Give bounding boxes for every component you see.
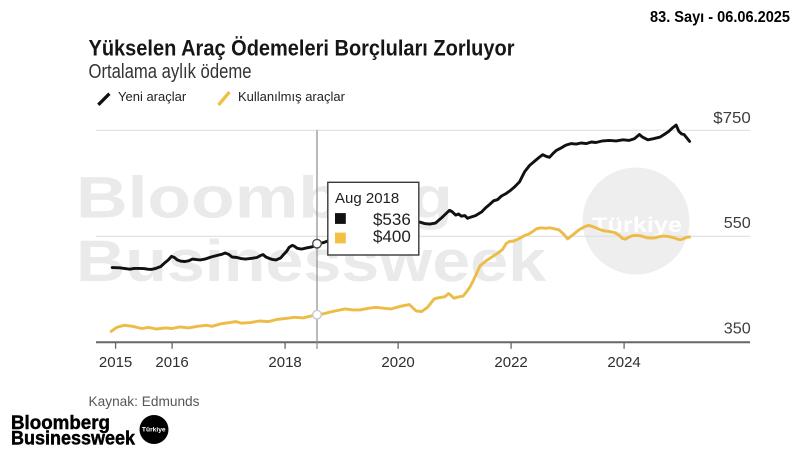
- svg-text:2020: 2020: [381, 354, 414, 371]
- svg-text:2022: 2022: [494, 354, 527, 371]
- svg-text:Kaynak: Edmunds: Kaynak: Edmunds: [89, 393, 200, 409]
- svg-text:Yeni araçlar: Yeni araçlar: [118, 89, 187, 104]
- svg-text:Businessweek: Businessweek: [11, 429, 135, 450]
- svg-text:83. Sayı - 06.06.2025: 83. Sayı - 06.06.2025: [650, 9, 790, 26]
- svg-text:$536: $536: [373, 210, 411, 229]
- svg-text:2015: 2015: [99, 354, 132, 371]
- svg-text:$400: $400: [373, 227, 411, 246]
- svg-text:350: 350: [724, 321, 751, 338]
- svg-text:Kullanılmış araçlar: Kullanılmış araçlar: [238, 89, 346, 104]
- svg-text:$750: $750: [713, 110, 751, 127]
- svg-text:2024: 2024: [607, 354, 640, 371]
- svg-text:Bloomberg: Bloomberg: [11, 413, 110, 434]
- svg-text:Türkiye: Türkiye: [142, 426, 166, 433]
- svg-text:Businessweek: Businessweek: [76, 229, 547, 294]
- svg-text:Ortalama aylık ödeme: Ortalama aylık ödeme: [89, 61, 252, 83]
- svg-text:Aug 2018: Aug 2018: [335, 190, 399, 207]
- svg-text:Türkiye: Türkiye: [592, 214, 682, 237]
- svg-text:Yükselen Araç Ödemeleri Borçlu: Yükselen Araç Ödemeleri Borçluları Zorlu…: [89, 35, 515, 60]
- svg-text:2016: 2016: [155, 354, 188, 371]
- svg-text:2018: 2018: [268, 354, 301, 371]
- svg-text:550: 550: [724, 215, 751, 232]
